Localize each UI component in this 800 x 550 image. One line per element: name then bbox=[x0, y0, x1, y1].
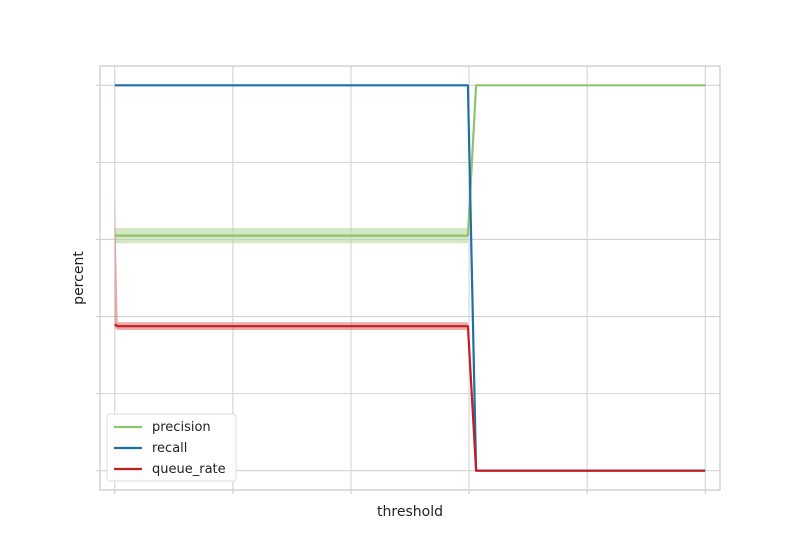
x-axis-label: threshold bbox=[377, 504, 443, 520]
line-precision bbox=[114, 84, 706, 237]
series-lines bbox=[114, 84, 706, 472]
plot-frame bbox=[99, 65, 721, 491]
band-queue_rate bbox=[114, 189, 706, 471]
confidence-bands bbox=[114, 85, 706, 471]
y-axis-label: percent bbox=[71, 251, 87, 305]
legend-label-queue_rate: queue_rate bbox=[152, 462, 226, 477]
axis-ticks bbox=[96, 84, 706, 494]
legend: precision recall queue_rate bbox=[106, 413, 237, 482]
legend-label-precision: precision bbox=[152, 420, 211, 435]
line-queue_rate bbox=[114, 323, 706, 472]
legend-label-recall: recall bbox=[152, 441, 187, 456]
legend-box bbox=[106, 413, 237, 482]
